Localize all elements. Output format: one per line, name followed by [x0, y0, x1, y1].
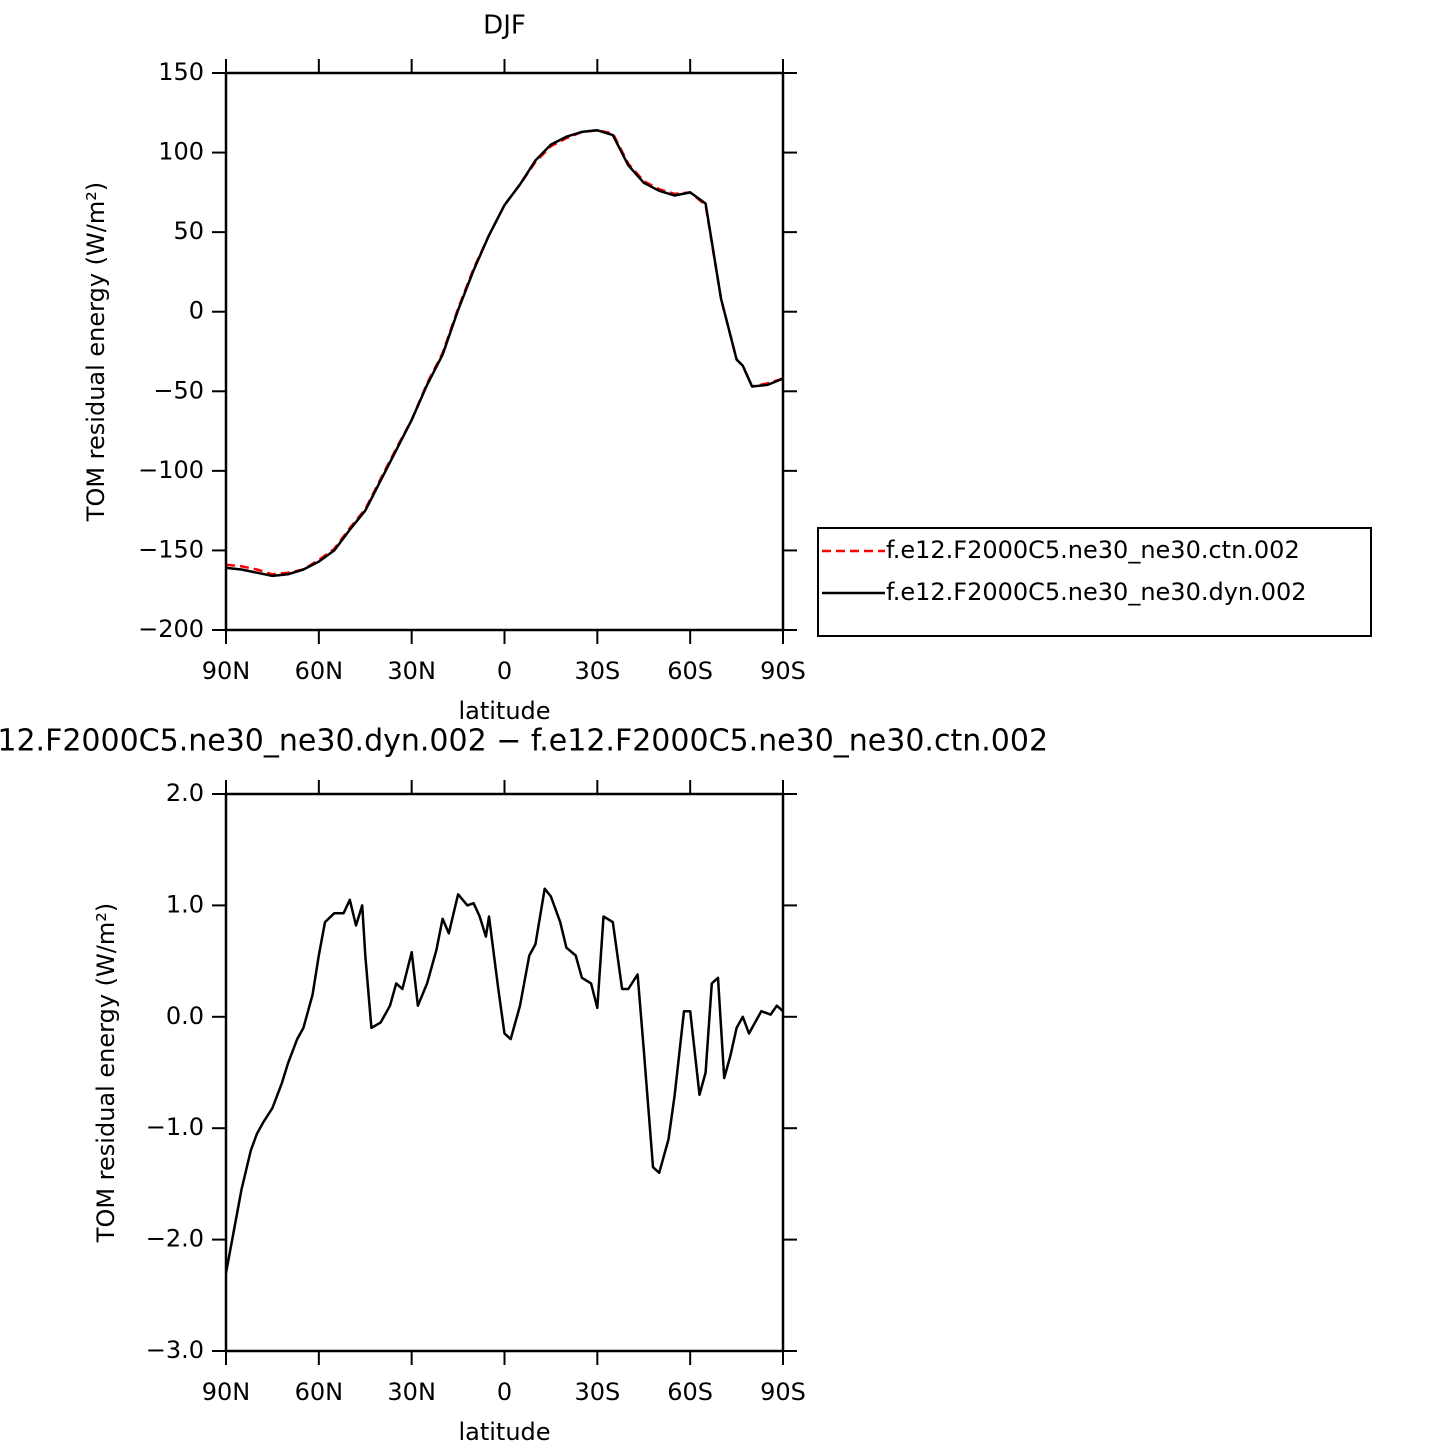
x-axis-label: latitude	[458, 697, 550, 725]
x-tick-label: 30N	[387, 1378, 436, 1406]
x-tick-label: 60S	[667, 1378, 713, 1406]
y-tick-label: 1.0	[166, 890, 204, 918]
data-line	[225, 129, 784, 578]
y-axis-label: TOM residual energy (W/m²)	[92, 903, 120, 1243]
x-tick-label: 60S	[667, 657, 713, 685]
x-tick-label: 30S	[574, 1378, 620, 1406]
y-tick-label: 0.0	[166, 1002, 204, 1030]
x-tick-label: 0	[497, 1378, 512, 1406]
chart-title: f.e12.F2000C5.ne30_ne30.dyn.002 − f.e12.…	[0, 724, 1048, 759]
data-line	[224, 887, 784, 1274]
y-tick-label: −3.0	[146, 1336, 204, 1364]
x-tick-label: 90N	[202, 657, 251, 685]
data-line	[225, 129, 784, 576]
x-tick-label: 30N	[387, 657, 436, 685]
y-axis-label: TOM residual energy (W/m²)	[82, 182, 110, 522]
y-tick-label: 150	[158, 58, 204, 86]
y-tick-label: −2.0	[146, 1225, 204, 1253]
x-tick-label: 90N	[202, 1378, 251, 1406]
y-tick-label: 2.0	[166, 779, 204, 807]
y-tick-label: 100	[158, 138, 204, 166]
legend-label: f.e12.F2000C5.ne30_ne30.ctn.002	[886, 536, 1300, 564]
x-tick-label: 0	[497, 657, 512, 685]
chart-title: DJF	[483, 11, 526, 41]
x-axis-label: latitude	[458, 1418, 550, 1446]
x-tick-label: 60N	[295, 657, 344, 685]
plot-frame	[224, 792, 785, 1353]
x-tick-label: 60N	[295, 1378, 344, 1406]
x-tick-label: 90S	[760, 1378, 806, 1406]
x-tick-label: 90S	[760, 657, 806, 685]
y-tick-label: 0	[189, 297, 204, 325]
y-tick-label: −100	[138, 456, 204, 484]
legend	[817, 527, 1372, 637]
legend-box	[817, 527, 1372, 637]
x-tick-label: 30S	[574, 657, 620, 685]
y-tick-label: −150	[138, 535, 204, 563]
legend-label: f.e12.F2000C5.ne30_ne30.dyn.002	[886, 578, 1307, 606]
y-tick-label: 50	[173, 217, 204, 245]
y-tick-label: −1.0	[146, 1113, 204, 1141]
y-tick-label: −50	[153, 376, 204, 404]
plot-frame	[224, 71, 785, 632]
y-tick-label: −200	[138, 615, 204, 643]
